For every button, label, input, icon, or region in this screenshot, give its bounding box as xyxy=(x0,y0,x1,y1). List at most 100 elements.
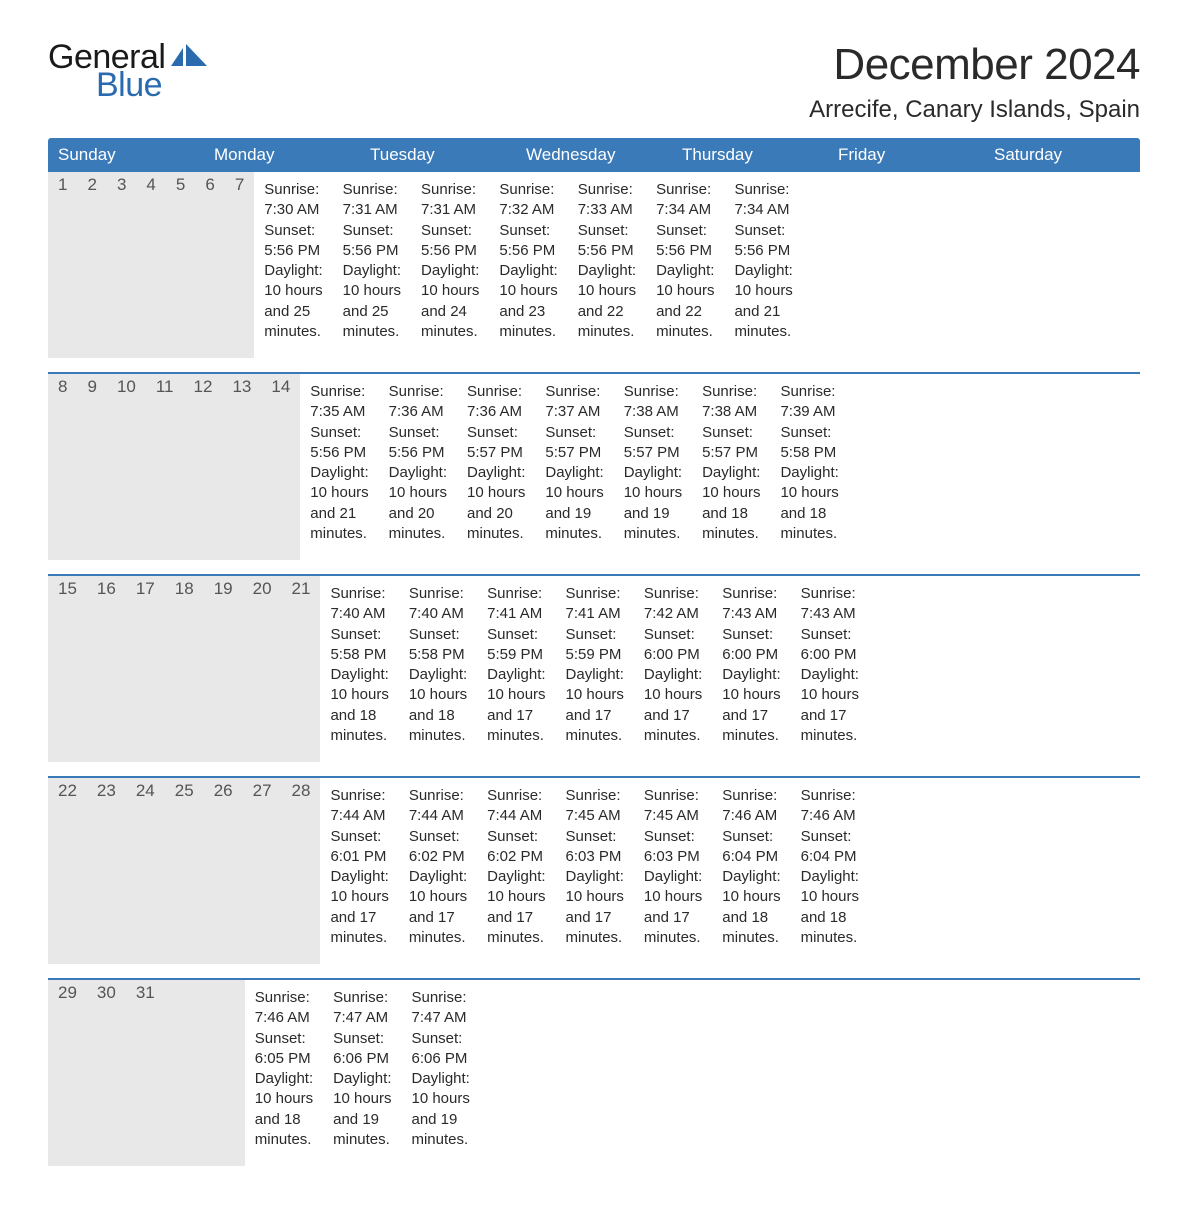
daylight-line: Daylight: 10 hours and 20 minutes. xyxy=(389,463,447,544)
title-block: December 2024 Arrecife, Canary Islands, … xyxy=(809,40,1140,124)
day-number: 26 xyxy=(204,778,243,964)
day-number: 28 xyxy=(282,778,321,964)
calendar-week: 293031Sunrise: 7:46 AMSunset: 6:05 PMDay… xyxy=(48,978,1140,1166)
day-cell: Sunrise: 7:31 AMSunset: 5:56 PMDaylight:… xyxy=(411,172,489,358)
daylight-line: Daylight: 10 hours and 17 minutes. xyxy=(566,665,624,746)
day-cell xyxy=(540,980,560,1166)
day-cell: Sunrise: 7:44 AMSunset: 6:01 PMDaylight:… xyxy=(320,778,398,964)
sunset-line: Sunset: 5:56 PM xyxy=(656,221,714,262)
day-cell: Sunrise: 7:42 AMSunset: 6:00 PMDaylight:… xyxy=(634,576,712,762)
sunset-line: Sunset: 6:04 PM xyxy=(722,827,780,868)
daylight-line: Daylight: 10 hours and 17 minutes. xyxy=(566,867,624,948)
sunrise-line: Sunrise: 7:34 AM xyxy=(656,180,714,221)
sunset-line: Sunset: 6:06 PM xyxy=(411,1029,469,1070)
daylight-line: Daylight: 10 hours and 19 minutes. xyxy=(411,1069,469,1150)
sunrise-line: Sunrise: 7:46 AM xyxy=(255,988,313,1029)
day-cell: Sunrise: 7:47 AMSunset: 6:06 PMDaylight:… xyxy=(401,980,479,1166)
day-cell: Sunrise: 7:44 AMSunset: 6:02 PMDaylight:… xyxy=(477,778,555,964)
sunrise-line: Sunrise: 7:40 AM xyxy=(330,584,388,625)
day-cell: Sunrise: 7:47 AMSunset: 6:06 PMDaylight:… xyxy=(323,980,401,1166)
daylight-line: Daylight: 10 hours and 19 minutes. xyxy=(333,1069,391,1150)
sunrise-line: Sunrise: 7:47 AM xyxy=(411,988,469,1029)
day-cell: Sunrise: 7:33 AMSunset: 5:56 PMDaylight:… xyxy=(568,172,646,358)
daylight-line: Daylight: 10 hours and 25 minutes. xyxy=(264,261,322,342)
day-cell: Sunrise: 7:46 AMSunset: 6:04 PMDaylight:… xyxy=(791,778,869,964)
daylight-line: Daylight: 10 hours and 18 minutes. xyxy=(702,463,760,544)
sunrise-line: Sunrise: 7:31 AM xyxy=(343,180,401,221)
calendar-week: 891011121314Sunrise: 7:35 AMSunset: 5:56… xyxy=(48,372,1140,560)
day-number: 16 xyxy=(87,576,126,762)
day-cell: Sunrise: 7:38 AMSunset: 5:57 PMDaylight:… xyxy=(614,374,692,560)
daylight-line: Daylight: 10 hours and 17 minutes. xyxy=(722,665,780,746)
day-number: 18 xyxy=(165,576,204,762)
daylight-line: Daylight: 10 hours and 19 minutes. xyxy=(624,463,682,544)
sunset-line: Sunset: 5:56 PM xyxy=(310,423,368,464)
weekday-header-row: Sunday Monday Tuesday Wednesday Thursday… xyxy=(48,138,1140,172)
day-number: 21 xyxy=(282,576,321,762)
day-number: 7 xyxy=(225,172,254,358)
daylight-line: Daylight: 10 hours and 23 minutes. xyxy=(499,261,557,342)
weekday-header: Thursday xyxy=(672,138,828,172)
weeks-container: 1234567Sunrise: 7:30 AMSunset: 5:56 PMDa… xyxy=(48,172,1140,1166)
sunrise-line: Sunrise: 7:43 AM xyxy=(801,584,859,625)
sunset-line: Sunset: 6:03 PM xyxy=(644,827,702,868)
sunset-line: Sunset: 6:02 PM xyxy=(409,827,467,868)
daylight-line: Daylight: 10 hours and 18 minutes. xyxy=(780,463,838,544)
day-number: 15 xyxy=(48,576,87,762)
daylight-line: Daylight: 10 hours and 21 minutes. xyxy=(734,261,792,342)
weekday-header: Saturday xyxy=(984,138,1140,172)
sunset-line: Sunset: 5:58 PM xyxy=(409,625,467,666)
sunset-line: Sunset: 6:00 PM xyxy=(801,625,859,666)
daynum-row: 15161718192021 xyxy=(48,576,320,762)
day-number: 8 xyxy=(48,374,77,560)
logo-word-blue: Blue xyxy=(96,68,209,102)
sunrise-line: Sunrise: 7:39 AM xyxy=(780,382,838,423)
day-number: 23 xyxy=(87,778,126,964)
day-cell: Sunrise: 7:43 AMSunset: 6:00 PMDaylight:… xyxy=(791,576,869,762)
day-cell: Sunrise: 7:30 AMSunset: 5:56 PMDaylight:… xyxy=(254,172,332,358)
daylight-line: Daylight: 10 hours and 17 minutes. xyxy=(330,867,388,948)
day-number: 27 xyxy=(243,778,282,964)
sunrise-line: Sunrise: 7:44 AM xyxy=(487,786,545,827)
day-cell: Sunrise: 7:32 AMSunset: 5:56 PMDaylight:… xyxy=(489,172,567,358)
day-cell: Sunrise: 7:46 AMSunset: 6:05 PMDaylight:… xyxy=(245,980,323,1166)
sunset-line: Sunset: 5:56 PM xyxy=(343,221,401,262)
weekday-header: Friday xyxy=(828,138,984,172)
day-cell: Sunrise: 7:40 AMSunset: 5:58 PMDaylight:… xyxy=(320,576,398,762)
sunrise-line: Sunrise: 7:38 AM xyxy=(624,382,682,423)
sunrise-line: Sunrise: 7:46 AM xyxy=(722,786,780,827)
daylight-line: Daylight: 10 hours and 17 minutes. xyxy=(487,665,545,746)
daylight-line: Daylight: 10 hours and 17 minutes. xyxy=(644,867,702,948)
sunrise-line: Sunrise: 7:33 AM xyxy=(578,180,636,221)
sunrise-line: Sunrise: 7:32 AM xyxy=(499,180,557,221)
daynum-row: 293031 xyxy=(48,980,245,1166)
sunrise-line: Sunrise: 7:37 AM xyxy=(545,382,603,423)
sunset-line: Sunset: 6:01 PM xyxy=(330,827,388,868)
day-cell: Sunrise: 7:45 AMSunset: 6:03 PMDaylight:… xyxy=(634,778,712,964)
sunset-line: Sunset: 5:56 PM xyxy=(421,221,479,262)
day-number: 5 xyxy=(166,172,195,358)
sunrise-line: Sunrise: 7:43 AM xyxy=(722,584,780,625)
sunrise-line: Sunrise: 7:38 AM xyxy=(702,382,760,423)
calendar-week: 22232425262728Sunrise: 7:44 AMSunset: 6:… xyxy=(48,776,1140,964)
sunrise-line: Sunrise: 7:36 AM xyxy=(467,382,525,423)
day-number: 20 xyxy=(243,576,282,762)
day-number xyxy=(165,980,185,1166)
day-cell: Sunrise: 7:38 AMSunset: 5:57 PMDaylight:… xyxy=(692,374,770,560)
day-cell: Sunrise: 7:34 AMSunset: 5:56 PMDaylight:… xyxy=(724,172,802,358)
daylight-line: Daylight: 10 hours and 17 minutes. xyxy=(409,867,467,948)
sunrise-line: Sunrise: 7:46 AM xyxy=(801,786,859,827)
day-number: 17 xyxy=(126,576,165,762)
day-number: 19 xyxy=(204,576,243,762)
daylight-line: Daylight: 10 hours and 17 minutes. xyxy=(644,665,702,746)
sunrise-line: Sunrise: 7:31 AM xyxy=(421,180,479,221)
day-cell: Sunrise: 7:37 AMSunset: 5:57 PMDaylight:… xyxy=(535,374,613,560)
day-number: 3 xyxy=(107,172,136,358)
day-cell: Sunrise: 7:41 AMSunset: 5:59 PMDaylight:… xyxy=(477,576,555,762)
daylight-line: Daylight: 10 hours and 17 minutes. xyxy=(487,867,545,948)
daylight-line: Daylight: 10 hours and 20 minutes. xyxy=(467,463,525,544)
calendar-week: 15161718192021Sunrise: 7:40 AMSunset: 5:… xyxy=(48,574,1140,762)
sunrise-line: Sunrise: 7:41 AM xyxy=(487,584,545,625)
day-cell: Sunrise: 7:45 AMSunset: 6:03 PMDaylight:… xyxy=(556,778,634,964)
daylight-line: Daylight: 10 hours and 21 minutes. xyxy=(310,463,368,544)
